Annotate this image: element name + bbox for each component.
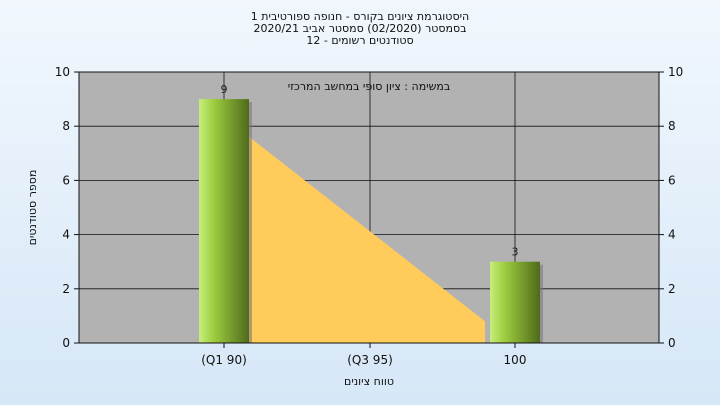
y-tick-right-label: 0 <box>668 336 676 350</box>
chart-subtitle: בסמסטר (02/2020) סמסטר אביב 2020/21 <box>253 22 467 35</box>
y-tick-left-label: 2 <box>62 282 70 296</box>
y-tick-left-label: 0 <box>62 336 70 350</box>
y-tick-left-label: 4 <box>62 228 70 242</box>
bar-3 <box>490 261 540 343</box>
data-label-1: 9 <box>221 83 228 96</box>
y-tick-right-label: 10 <box>668 65 683 79</box>
trend-area <box>224 117 485 343</box>
data-label-3: 3 <box>512 246 519 259</box>
chart-subtitle-students: סטודנטים רשומים - 12 <box>306 34 414 47</box>
y-tick-left-label: 10 <box>55 65 70 79</box>
y-tick-right-label: 4 <box>668 228 676 242</box>
x-tick-label: (Q1 90) <box>201 353 247 367</box>
plot-border <box>78 71 660 344</box>
x-axis-label: טווח ציונים <box>344 375 394 388</box>
y-tick-right-label: 8 <box>668 119 676 133</box>
y-tick-right-label: 6 <box>668 173 676 187</box>
x-tick-label: 100 <box>504 353 527 367</box>
y-axis-label: מספר סטודנטים <box>26 170 39 246</box>
bar-1 <box>199 99 249 343</box>
chart-title: היסטוגרמת ציונים בקורס - חנופה ספורטיבית… <box>250 10 470 23</box>
x-tick-label: (Q3 95) <box>347 353 393 367</box>
chart-annotation: במשימה : ציון סופי במחשב המרכזי <box>288 80 451 93</box>
y-tick-left-label: 6 <box>62 173 70 187</box>
y-tick-right-label: 2 <box>668 282 676 296</box>
y-tick-left-label: 8 <box>62 119 70 133</box>
